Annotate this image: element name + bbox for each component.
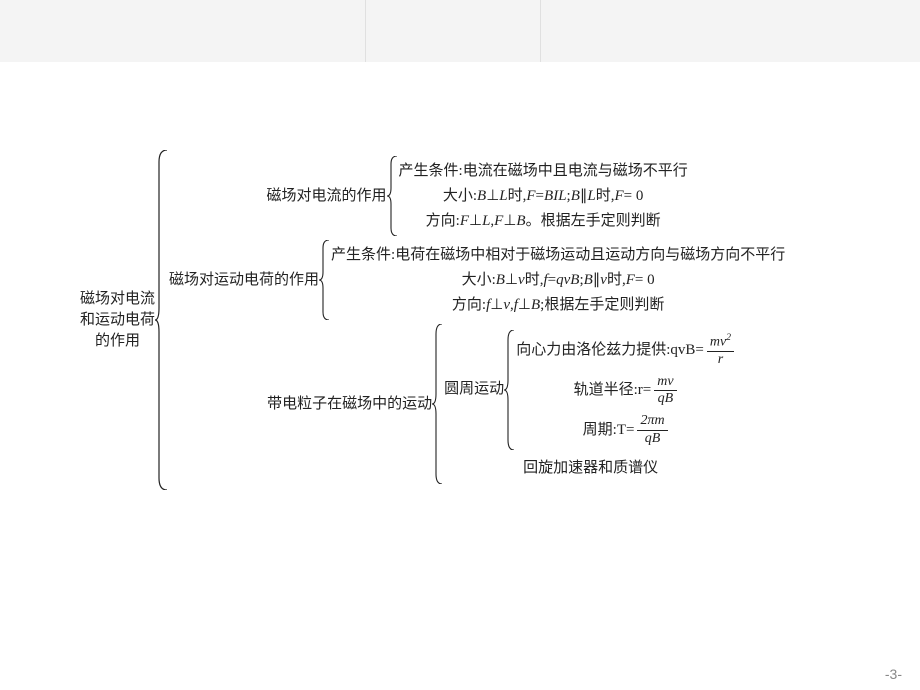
t: mv xyxy=(654,374,676,391)
root-label-line1: 磁场对电流 xyxy=(80,289,155,310)
sym-L: L xyxy=(587,186,595,207)
t: 轨道半径:r= xyxy=(574,380,652,401)
t: ⊥ xyxy=(486,186,499,207)
t: 时, xyxy=(525,270,544,291)
sec2-item3: 方向: f ⊥ v , f ⊥ B ;根据左手定则判断 xyxy=(452,295,664,316)
sec1-row: 磁场对电流的作用 产生条件:电流在磁场中且电流与磁场不平行 大小: B ⊥ L … xyxy=(169,156,785,236)
t: 2 xyxy=(726,332,731,343)
sec1-item1: 产生条件:电流在磁场中且电流与磁场不平行 xyxy=(399,161,688,182)
sym-F: F xyxy=(626,270,635,291)
t: 时, xyxy=(508,186,527,207)
t: = xyxy=(548,270,556,291)
root-label-line2: 和运动电荷 xyxy=(80,310,155,331)
sym-v: v xyxy=(564,270,571,291)
sym-B: B xyxy=(544,186,553,207)
t: r xyxy=(715,352,726,368)
root-row: 磁场对电流 和运动电荷 的作用 磁场对电流的作用 产生条件:电流在磁场中且电流与… xyxy=(80,150,785,490)
sym-L: L xyxy=(558,186,566,207)
sec31-item3: 周期:T= 2πm qB xyxy=(583,413,671,446)
t: = 0 xyxy=(635,270,655,291)
sec2-item1: 产生条件:电荷在磁场中相对于磁场运动且运动方向与磁场方向不平行 xyxy=(331,245,785,266)
t: 方向: xyxy=(426,211,460,232)
t: ⊥ xyxy=(518,295,531,316)
top-divider-2 xyxy=(540,0,541,62)
frac-2pim-qb: 2πm qB xyxy=(637,413,667,446)
sym-v: v xyxy=(600,270,607,291)
brace-sec1 xyxy=(387,156,399,236)
sec2-item2: 大小: B ⊥ v 时, f = qvB ; B ∥ v 时, F xyxy=(462,270,655,291)
sec31-item1: 向心力由洛伦兹力提供:qvB= mv2 r xyxy=(516,332,737,368)
sym-L: L xyxy=(482,211,490,232)
sec31-items: 向心力由洛伦兹力提供:qvB= mv2 r 轨道半径:r= mv xyxy=(516,332,737,446)
t: 。根据左手定则判断 xyxy=(526,211,661,232)
t: 时, xyxy=(607,270,626,291)
page-number: -3- xyxy=(885,666,902,682)
t: mv xyxy=(710,335,726,350)
sec1-label: 磁场对电流的作用 xyxy=(267,186,387,207)
brace-sec31 xyxy=(504,330,516,450)
t: 大小: xyxy=(462,270,496,291)
t: 大小: xyxy=(443,186,477,207)
main-content: 磁场对电流 和运动电荷 的作用 磁场对电流的作用 产生条件:电流在磁场中且电流与… xyxy=(80,150,785,490)
sec2-row: 磁场对运动电荷的作用 产生条件:电荷在磁场中相对于磁场运动且运动方向与磁场方向不… xyxy=(169,240,785,320)
frac-mv2-r: mv2 r xyxy=(707,332,734,368)
sec31-label: 圆周运动 xyxy=(444,379,504,400)
t: ∥ xyxy=(593,270,601,291)
sec3-item2: 回旋加速器和质谱仪 xyxy=(523,458,658,479)
sym-F: F xyxy=(460,211,469,232)
t: 方向: xyxy=(452,295,486,316)
sym-L: L xyxy=(499,186,507,207)
sec1-items: 产生条件:电流在磁场中且电流与磁场不平行 大小: B ⊥ L 时, F = BI… xyxy=(399,161,688,232)
brace-sec2 xyxy=(319,240,331,320)
sec3-items: 圆周运动 向心力由洛伦兹力提供:qvB= mv2 r xyxy=(444,330,737,479)
sym-q: q xyxy=(556,270,564,291)
sec3-label: 带电粒子在磁场中的运动 xyxy=(267,394,432,415)
sym-v: v xyxy=(518,270,525,291)
sec1-item2: 大小: B ⊥ L 时, F = BIL ; B ∥ L 时, F xyxy=(443,186,644,207)
t: 时, xyxy=(596,186,615,207)
t: ⊥ xyxy=(469,211,482,232)
sym-B: B xyxy=(570,270,579,291)
sym-B: B xyxy=(496,270,505,291)
root-label-line3: 的作用 xyxy=(95,331,140,352)
brace-sec3 xyxy=(432,324,444,484)
sec31-row: 圆周运动 向心力由洛伦兹力提供:qvB= mv2 r xyxy=(444,330,737,450)
sym-v: v xyxy=(503,295,510,316)
sec31-item2: 轨道半径:r= mv qB xyxy=(574,374,680,407)
sym-F: F xyxy=(494,211,503,232)
sym-B: B xyxy=(477,186,486,207)
sym-B: B xyxy=(571,186,580,207)
root-items: 磁场对电流的作用 产生条件:电流在磁场中且电流与磁场不平行 大小: B ⊥ L … xyxy=(169,156,785,484)
t: ⊥ xyxy=(505,270,518,291)
sec2-label: 磁场对运动电荷的作用 xyxy=(169,270,319,291)
t: qB xyxy=(642,431,664,447)
top-divider-1 xyxy=(365,0,366,62)
t: 向心力由洛伦兹力提供:qvB= xyxy=(516,340,704,361)
t: = 0 xyxy=(624,186,644,207)
t: ⊥ xyxy=(490,295,503,316)
sym-B: B xyxy=(531,295,540,316)
t: ⊥ xyxy=(503,211,516,232)
sym-F: F xyxy=(526,186,535,207)
sec3-row: 带电粒子在磁场中的运动 圆周运动 xyxy=(169,324,785,484)
sym-B: B xyxy=(516,211,525,232)
sec2-items: 产生条件:电荷在磁场中相对于磁场运动且运动方向与磁场方向不平行 大小: B ⊥ … xyxy=(331,245,785,316)
t: πm xyxy=(647,413,664,428)
root-label: 磁场对电流 和运动电荷 的作用 xyxy=(80,289,155,352)
top-bar xyxy=(0,0,920,62)
sec1-item3: 方向: F ⊥ L , F ⊥ B 。根据左手定则判断 xyxy=(426,211,661,232)
t: = xyxy=(536,186,544,207)
sym-F: F xyxy=(614,186,623,207)
t: ;根据左手定则判断 xyxy=(540,295,664,316)
frac-mv-qb: mv qB xyxy=(654,374,676,407)
brace-root xyxy=(155,150,169,490)
sym-B: B xyxy=(584,270,593,291)
t: 周期:T= xyxy=(583,420,635,441)
t: qB xyxy=(655,391,677,407)
